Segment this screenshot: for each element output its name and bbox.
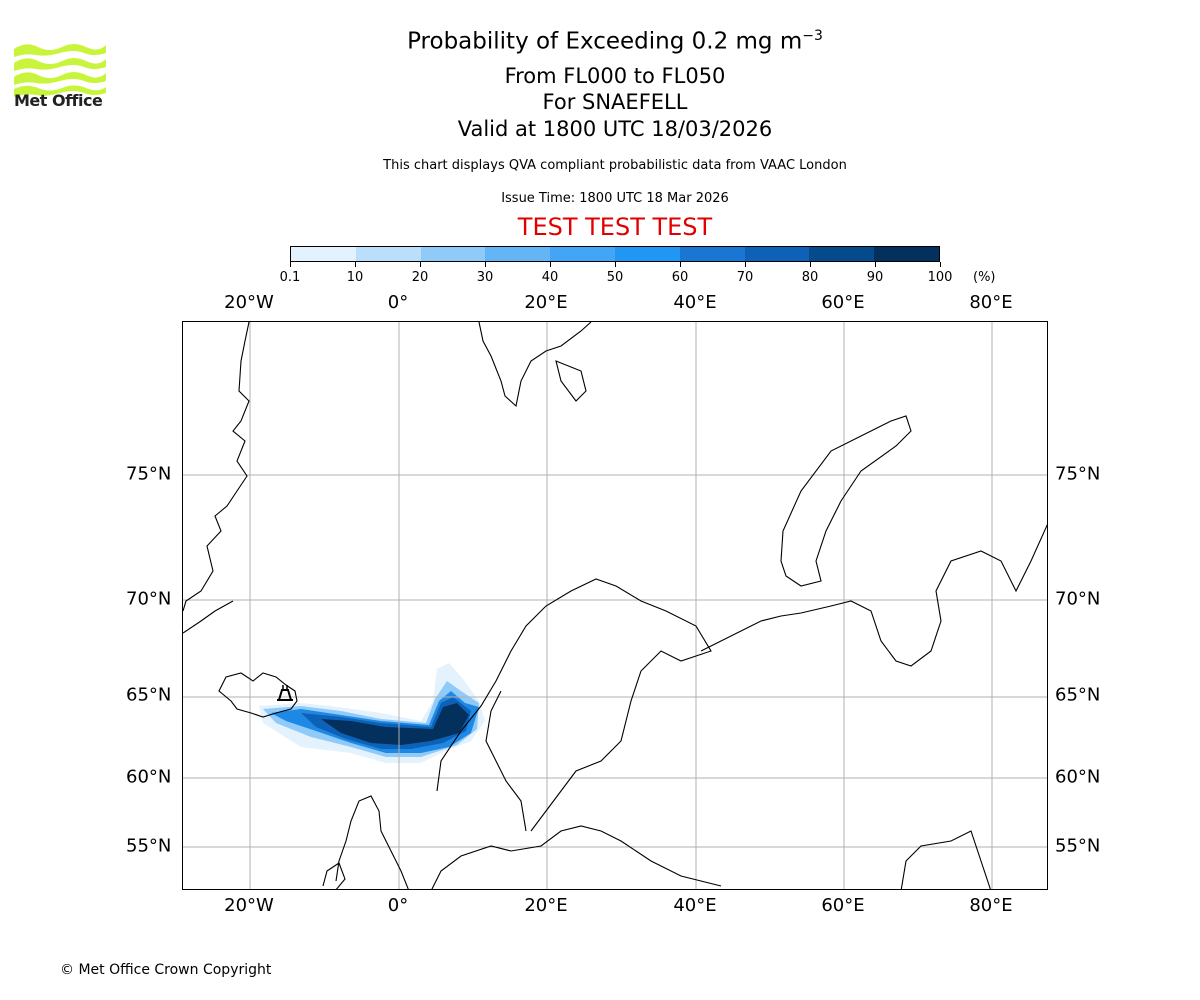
colorbar-tick-label: 30 bbox=[476, 270, 494, 285]
lon-label-top: 20°W bbox=[224, 292, 274, 313]
title-exponent: −3 bbox=[802, 28, 823, 44]
colorbar-tick bbox=[355, 262, 356, 267]
met-office-logo-icon bbox=[14, 44, 106, 97]
colorbar-tick bbox=[550, 262, 551, 267]
colorbar-tick-label: 80 bbox=[801, 270, 819, 285]
colorbar-tick-label: 0.1 bbox=[279, 270, 301, 285]
lon-label-top: 20°E bbox=[524, 292, 568, 313]
lon-label-bottom: 60°E bbox=[821, 895, 865, 916]
lat-label-right: 75°N bbox=[1055, 463, 1101, 485]
graticule bbox=[183, 322, 1047, 889]
colorbar-tick bbox=[810, 262, 811, 267]
flight-level-range: From FL000 to FL050 bbox=[504, 64, 726, 88]
colorbar-tick bbox=[745, 262, 746, 267]
valid-time: Valid at 1800 UTC 18/03/2026 bbox=[457, 117, 773, 141]
colorbar-tick-label: 60 bbox=[671, 270, 689, 285]
chart-title: Probability of Exceeding 0.2 mg m−3 bbox=[0, 28, 1200, 55]
colorbar-segment bbox=[809, 247, 875, 261]
lat-label-left: 75°N bbox=[126, 463, 172, 485]
colorbar-segment bbox=[291, 247, 356, 261]
colorbar-tick bbox=[680, 262, 681, 267]
colorbar-unit: (%) bbox=[973, 270, 996, 285]
colorbar-tick-label: 10 bbox=[346, 270, 364, 285]
colorbar-tick bbox=[420, 262, 421, 267]
lon-label-bottom: 0° bbox=[387, 895, 409, 916]
lon-label-bottom: 80°E bbox=[969, 895, 1013, 916]
colorbar-tick-label: 20 bbox=[411, 270, 429, 285]
colorbar-segment bbox=[355, 247, 421, 261]
colorbar-segment bbox=[874, 247, 939, 261]
colorbar-segment bbox=[550, 247, 615, 261]
lat-label-left: 60°N bbox=[126, 766, 172, 788]
colorbar-tick-label: 90 bbox=[866, 270, 884, 285]
colorbar-tick bbox=[940, 262, 941, 267]
volcano-icon bbox=[277, 685, 293, 701]
map-panel[interactable] bbox=[182, 321, 1048, 890]
lon-label-top: 80°E bbox=[969, 292, 1013, 313]
colorbar-segment bbox=[679, 247, 745, 261]
colorbar-tick-label: 70 bbox=[736, 270, 754, 285]
colorbar-tick-label: 40 bbox=[541, 270, 559, 285]
colorbar-segment bbox=[614, 247, 680, 261]
lon-label-bottom: 40°E bbox=[673, 895, 717, 916]
colorbar-tick bbox=[290, 262, 291, 267]
lon-label-bottom: 20°E bbox=[524, 895, 568, 916]
met-office-logo-text: Met Office bbox=[14, 91, 103, 110]
colorbar-segment bbox=[420, 247, 486, 261]
lat-label-left: 65°N bbox=[126, 684, 172, 706]
coastlines bbox=[183, 322, 1047, 889]
colorbar-tick bbox=[615, 262, 616, 267]
colorbar-tick-label: 100 bbox=[927, 270, 953, 285]
ash-plume bbox=[259, 663, 485, 763]
chart-description: This chart displays QVA compliant probab… bbox=[383, 158, 847, 173]
map-canvas bbox=[183, 322, 1047, 889]
volcano-name: For SNAEFELL bbox=[542, 90, 688, 114]
lon-label-top: 0° bbox=[387, 292, 409, 313]
title-main: Probability of Exceeding 0.2 mg m bbox=[407, 28, 803, 55]
copyright-notice: © Met Office Crown Copyright bbox=[60, 962, 272, 978]
colorbar-segment bbox=[485, 247, 551, 261]
lon-label-bottom: 20°W bbox=[224, 895, 274, 916]
lon-label-top: 60°E bbox=[821, 292, 865, 313]
lat-label-right: 55°N bbox=[1055, 835, 1101, 857]
lon-label-top: 40°E bbox=[673, 292, 717, 313]
colorbar-tick bbox=[485, 262, 486, 267]
lat-label-right: 60°N bbox=[1055, 766, 1101, 788]
issue-time: Issue Time: 1800 UTC 18 Mar 2026 bbox=[501, 191, 729, 206]
colorbar-segment bbox=[744, 247, 810, 261]
test-banner: TEST TEST TEST bbox=[517, 213, 713, 241]
lat-label-left: 70°N bbox=[126, 588, 172, 610]
lat-label-left: 55°N bbox=[126, 835, 172, 857]
lat-label-right: 70°N bbox=[1055, 588, 1101, 610]
lat-label-right: 65°N bbox=[1055, 684, 1101, 706]
colorbar-tick bbox=[875, 262, 876, 267]
probability-colorbar bbox=[290, 246, 940, 262]
colorbar-tick-label: 50 bbox=[606, 270, 624, 285]
